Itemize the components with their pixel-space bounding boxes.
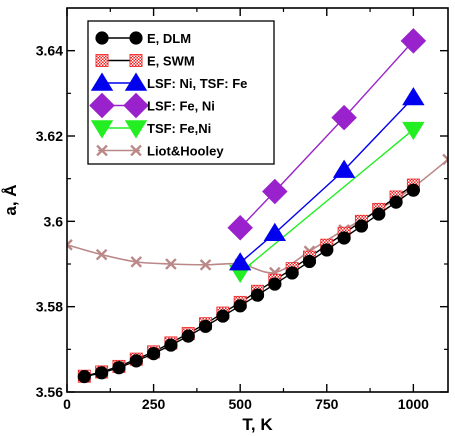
data-point <box>181 329 195 343</box>
data-point <box>130 144 142 157</box>
data-point <box>95 54 109 67</box>
data-point <box>67 239 73 251</box>
series-lsf-fe-ni <box>227 28 427 241</box>
series-e-swm <box>77 178 420 383</box>
data-point <box>332 159 356 178</box>
data-point <box>95 31 109 45</box>
legend-label: TSF: Fe,Ni <box>147 121 211 136</box>
data-point <box>112 361 126 375</box>
y-tick-label: 3.58 <box>36 299 63 315</box>
series-e-dlm <box>77 183 420 384</box>
series-lsf-ni-tsf-fe <box>228 87 425 271</box>
legend-label: LSF: Fe, Ni <box>147 99 215 114</box>
y-tick-label: 3.6 <box>44 213 64 229</box>
legend-entry: E, DLM <box>95 31 191 46</box>
data-point <box>77 370 91 384</box>
x-tick-label: 0 <box>63 396 71 412</box>
data-point <box>96 144 108 157</box>
data-point <box>389 195 403 209</box>
x-tick-label: 750 <box>315 396 339 412</box>
x-tick-label: 250 <box>142 396 166 412</box>
y-axis-title: a, Å <box>1 184 20 215</box>
data-point <box>402 87 425 106</box>
data-point <box>372 207 386 221</box>
data-point <box>89 92 115 119</box>
data-point <box>90 72 114 91</box>
data-point <box>331 104 357 131</box>
legend: E, DLM E, SWM LSF: Ni, TSF: Fe LSF: Fe, Ni T… <box>87 20 275 165</box>
x-tick-label: 1000 <box>398 396 429 412</box>
series-layer <box>67 28 448 384</box>
legend-label: E, DLM <box>147 31 191 46</box>
data-point <box>199 259 212 271</box>
data-point <box>402 121 425 141</box>
data-point <box>285 266 299 280</box>
data-point <box>90 120 114 139</box>
legend-entry: LSF: Fe, Ni <box>89 92 215 119</box>
legend-entry: TSF: Fe,Ni <box>90 120 211 139</box>
legend-label: LSF: Ni, TSF: Fe <box>147 76 247 91</box>
series-line <box>239 129 414 274</box>
data-point <box>124 120 148 139</box>
data-point <box>227 214 253 241</box>
data-point <box>129 54 143 67</box>
axes: 0 250 500 750 1000 3.56 3.58 3.6 3.62 3.64 <box>36 8 448 412</box>
data-point <box>354 219 369 233</box>
x-tick-label: 500 <box>229 396 253 412</box>
y-tick-label: 3.64 <box>36 43 63 59</box>
y-tick-label: 3.56 <box>36 384 63 400</box>
series-line <box>239 40 414 229</box>
data-point <box>129 354 143 368</box>
data-point <box>124 72 148 91</box>
series-line <box>84 184 414 377</box>
series-line <box>67 158 448 274</box>
data-point <box>164 338 178 352</box>
data-point <box>262 178 288 205</box>
data-point <box>228 252 252 271</box>
legend-entry: Liot&Hooley <box>96 144 224 159</box>
data-point <box>123 92 149 119</box>
data-point <box>250 288 265 302</box>
data-point <box>406 183 420 197</box>
data-point <box>146 347 161 361</box>
legend-entry: E, SWM <box>95 54 195 69</box>
data-point <box>95 366 109 380</box>
legend-box <box>87 20 275 165</box>
legend-entry: LSF: Ni, TSF: Fe <box>90 72 247 91</box>
data-point <box>302 254 317 269</box>
data-point <box>337 231 351 245</box>
x-axis-title: T, K <box>242 415 273 434</box>
data-point <box>129 31 143 45</box>
series-line <box>239 97 414 264</box>
data-point <box>320 243 334 257</box>
data-point <box>165 258 177 270</box>
data-point <box>442 153 448 166</box>
legend-label: Liot&Hooley <box>147 144 224 159</box>
legend-label: E, SWM <box>147 54 195 69</box>
data-point <box>198 319 213 333</box>
data-point <box>216 309 230 323</box>
y-tick-label: 3.62 <box>36 128 63 144</box>
data-point <box>130 256 143 268</box>
data-point <box>263 222 287 241</box>
plot-frame <box>66 7 449 393</box>
data-point <box>400 28 427 54</box>
data-point <box>95 248 108 261</box>
data-point <box>268 277 282 291</box>
data-point <box>233 299 247 313</box>
